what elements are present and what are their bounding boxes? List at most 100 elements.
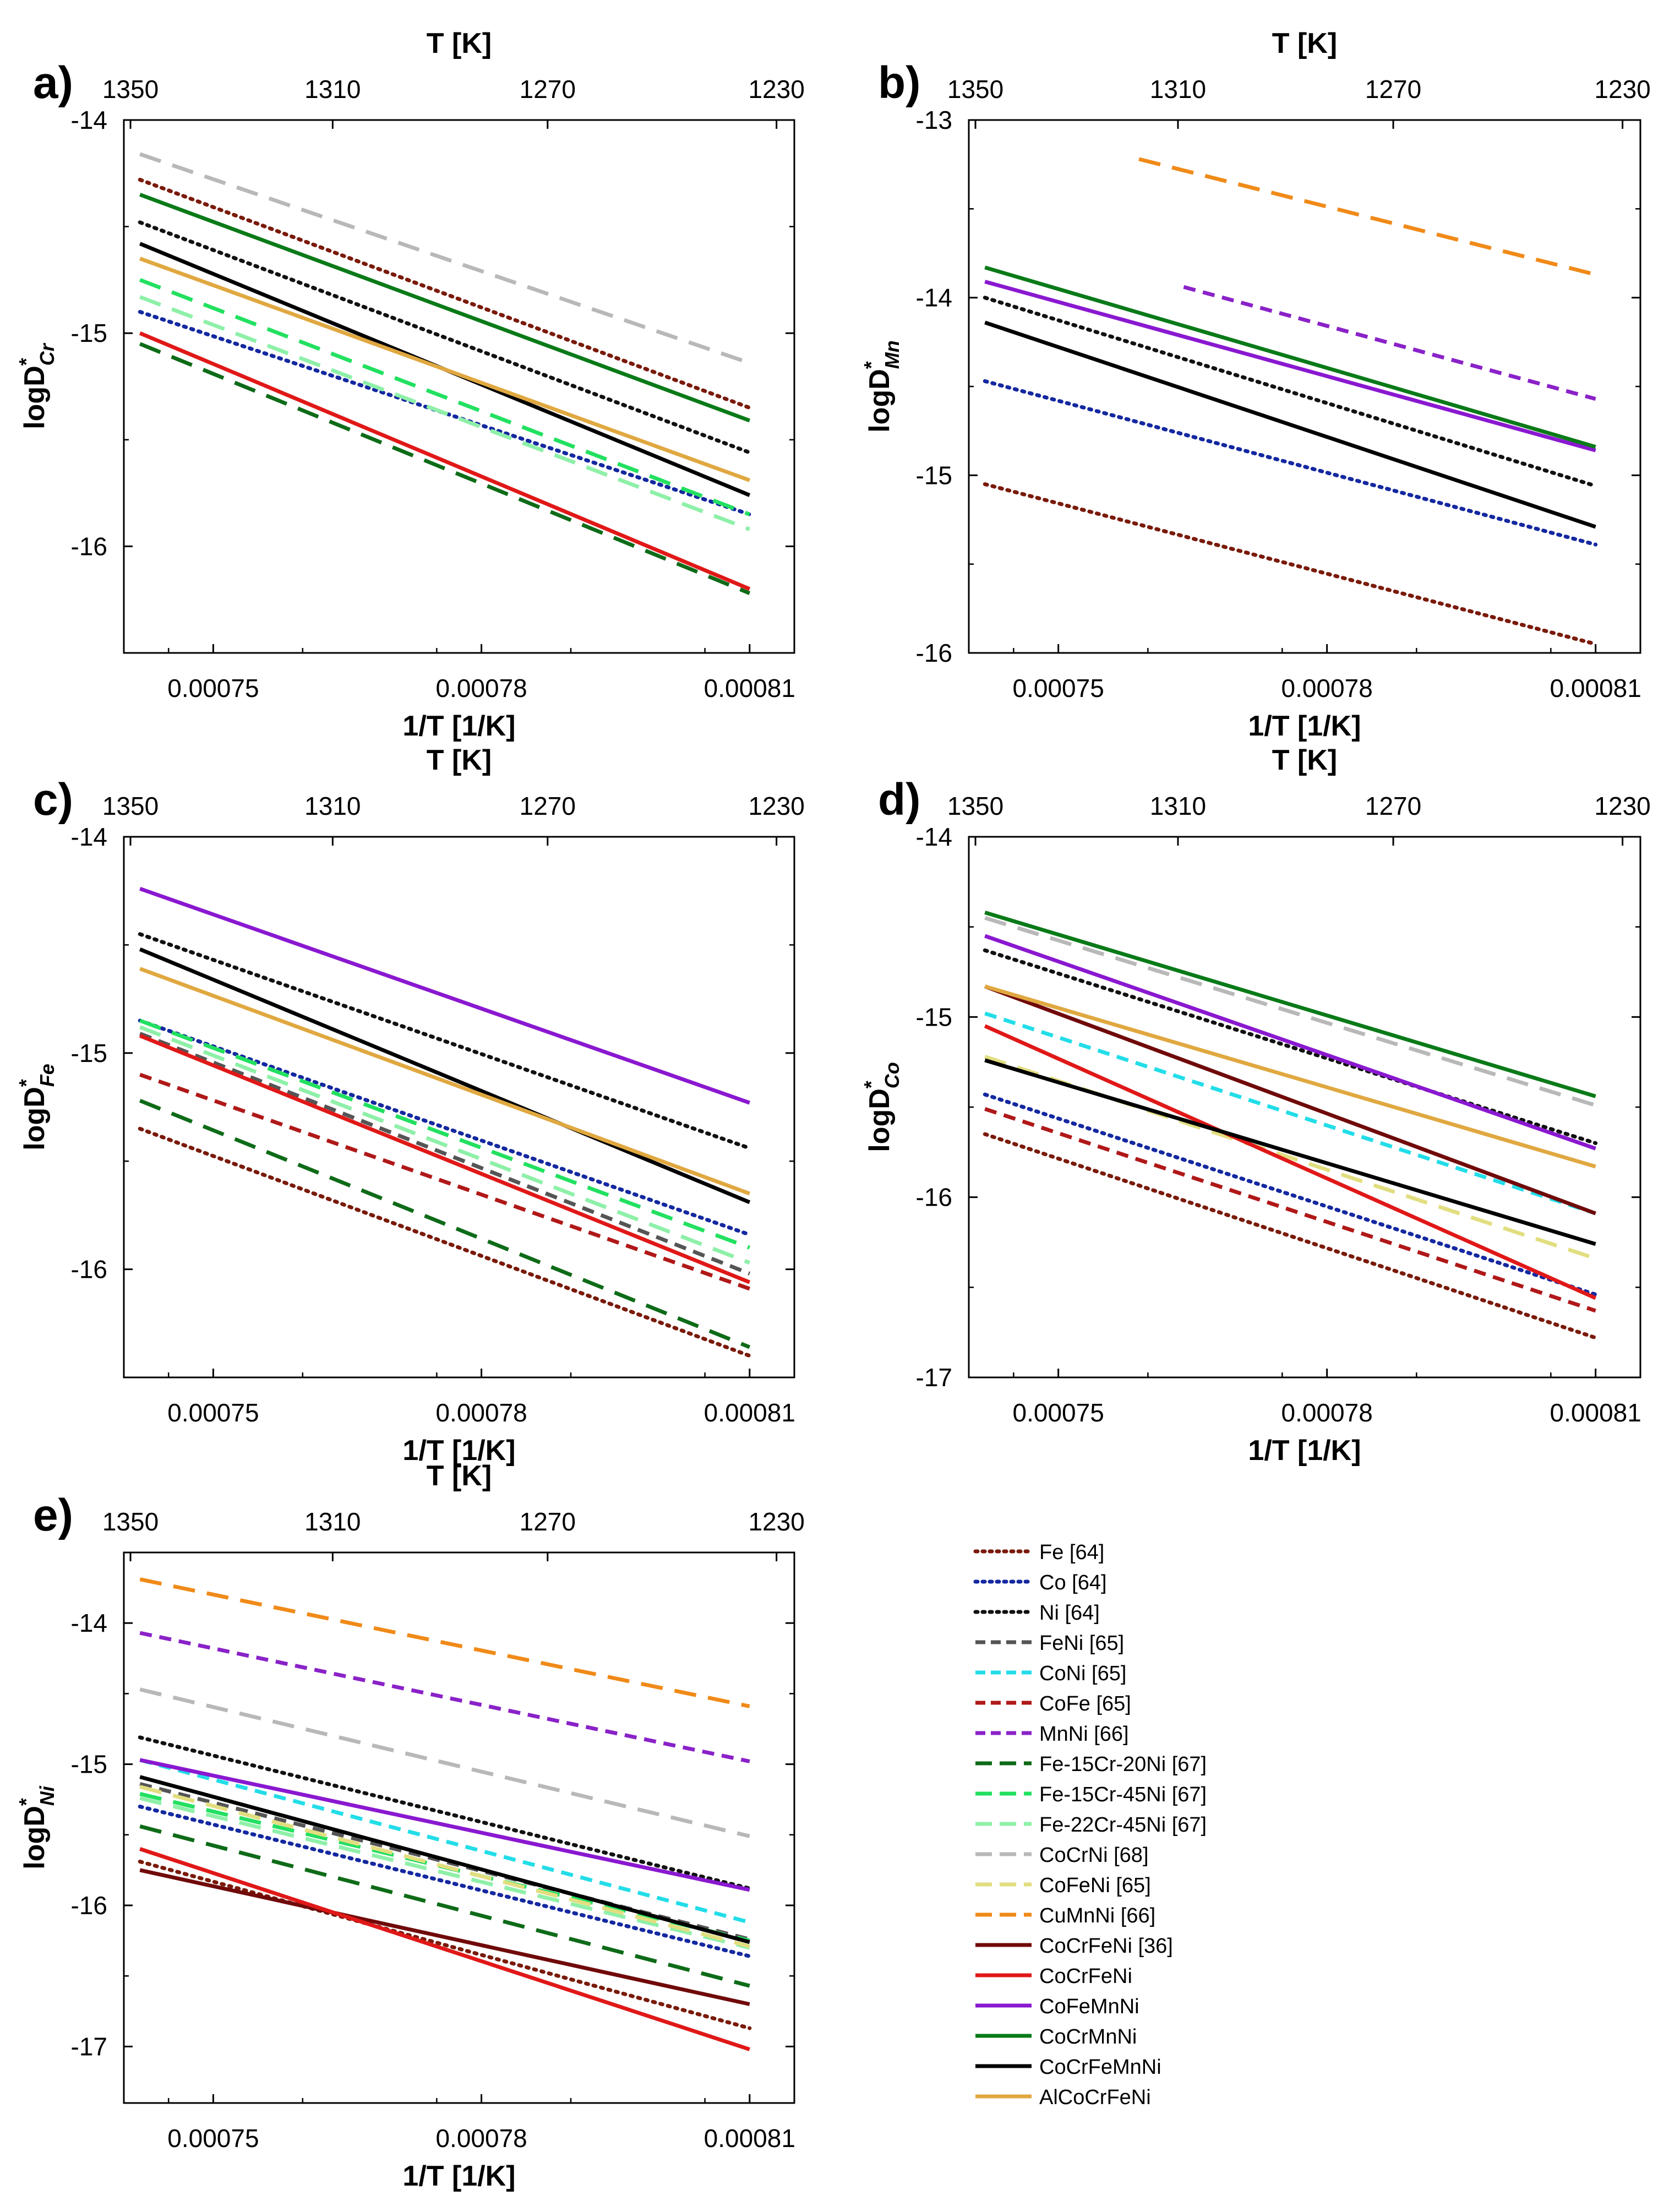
panel-co-line-fe-64 <box>983 1132 1598 1340</box>
panel-cr-ytick-label: -16 <box>71 532 107 560</box>
legend-item-fe-22cr-45ni-67: Fe-22Cr-45Ni [67] <box>975 1813 1207 1837</box>
panel-fe-xtick-label: 0.00078 <box>435 1398 527 1427</box>
panel-ni-ylabel-sub: Ni <box>36 1785 58 1806</box>
panel-cr-ttick-label: 1270 <box>520 75 576 103</box>
panel-mn-line-ni-64 <box>983 296 1598 488</box>
panel-fe-line-feni-65 <box>139 1032 751 1276</box>
panel-ni-ttick-label: 1310 <box>304 1507 361 1536</box>
legend-label: CoFeNi [65] <box>1039 1874 1151 1897</box>
panel-ni-line-fe-22cr-45ni-67 <box>139 1796 750 1950</box>
panel-co: 0.00075 0.00078 0.00081 1350 1310 1270 1230 -14… <box>860 744 1651 1467</box>
legend-label: CoCrNi [68] <box>1039 1844 1149 1867</box>
legend-label: Ni [64] <box>1039 1601 1100 1625</box>
panel-cr-series <box>138 152 752 595</box>
panel-co-line-ni-64 <box>983 948 1598 1145</box>
legend: Fe [64] Co [64] Ni [64] FeNi [65] CoNi [65] C… <box>973 1541 1207 2109</box>
panel-ni-ytick-label: -16 <box>71 1891 107 1920</box>
panel-ni-frame <box>123 1551 795 2104</box>
panel-fe-ytick-label: -15 <box>71 1039 107 1067</box>
panel-cr-line-fe-15cr-20ni-67 <box>139 342 751 595</box>
panel-cr-line-fe-22cr-45ni-67 <box>139 295 751 531</box>
legend-label: AlCoCrFeNi <box>1039 2086 1151 2109</box>
panel-fe-ttick-label: 1270 <box>520 792 576 820</box>
panel-mn-ytick-label: -15 <box>916 461 952 489</box>
panel-co-top-xlabel: T [K] <box>1272 744 1337 776</box>
panel-cr-line-fe-15cr-45ni-67 <box>139 278 751 516</box>
panel-fe-xlabel: 1/T [1/K] <box>402 1435 515 1467</box>
legend-label: CuMnNi [66] <box>1039 1904 1155 1927</box>
panel-mn-top-xlabel: T [K] <box>1272 28 1337 59</box>
panel-fe-letter: c) <box>33 775 73 825</box>
legend-item-cocrni-68: CoCrNi [68] <box>975 1844 1149 1867</box>
panel-cr-ytick-label: -14 <box>71 106 107 134</box>
panel-fe-line-co-64 <box>138 1018 752 1237</box>
panel-mn-ytick-label: -14 <box>916 284 952 312</box>
panel-cr-xlabel: 1/T [1/K] <box>402 710 515 742</box>
panel-co-ytick-label: -14 <box>916 822 952 851</box>
panel-ni-top-xlabel: T [K] <box>427 1460 492 1492</box>
panel-co-ylabel-base: logD <box>864 1088 896 1152</box>
panel-cr-line-cocrfeni <box>139 331 751 591</box>
panel-fe-line-fe-64 <box>138 1126 752 1358</box>
panel-co-xtick-label: 0.00081 <box>1550 1398 1641 1427</box>
panel-cr-line-ni-64 <box>138 220 752 455</box>
legend-label: FeNi [65] <box>1039 1632 1124 1655</box>
panel-cr-line-fe-64 <box>138 177 752 410</box>
panel-fe-line-ni-64 <box>138 932 752 1151</box>
panel-mn-line-fe-64 <box>983 482 1598 646</box>
legend-item-alcocrfeni: AlCoCrFeNi <box>975 2086 1151 2109</box>
panel-mn-ttick-label: 1230 <box>1594 75 1650 103</box>
panel-fe-line-cocrfemnni <box>139 947 751 1205</box>
panel-co-ylabel-sup: * <box>860 1081 882 1088</box>
panel-co-line-cocrfeni <box>984 1024 1597 1300</box>
panel-fe-ytick-label: -14 <box>71 822 107 851</box>
panel-fe-frame <box>123 836 795 1379</box>
panel-co-xtick-label: 0.00075 <box>1013 1398 1104 1427</box>
panel-mn-ylabel-sup: * <box>860 361 882 369</box>
panel-ni-ylabel-sup: * <box>15 1798 37 1806</box>
legend-label: CoCrFeNi <box>1039 1965 1132 1988</box>
panel-fe-line-fe-15cr-20ni-67 <box>139 1098 751 1349</box>
panel-co-line-cocrmnni <box>984 911 1596 1098</box>
panel-mn-xtick-label: 0.00075 <box>1013 674 1104 702</box>
panel-co-line-cofe-65 <box>984 1107 1596 1313</box>
legend-item-fe-15cr-20ni-67: Fe-15Cr-20Ni [67] <box>975 1753 1207 1776</box>
panel-mn: 0.00075 0.00078 0.00081 1350 1310 1270 1230 -13… <box>860 28 1651 742</box>
panel-mn-line-cumnni-66 <box>1138 157 1596 277</box>
panel-fe-ylabel-sub: Fe <box>36 1064 58 1087</box>
legend-item-ni-64: Ni [64] <box>973 1601 1100 1625</box>
panel-mn-ytick-label: -16 <box>916 639 952 667</box>
legend-label: Fe-15Cr-45Ni [67] <box>1039 1783 1207 1806</box>
panel-fe-line-cocrfeni <box>139 1034 751 1284</box>
panel-co-ttick-label: 1350 <box>947 792 1003 820</box>
panel-fe-line-fe-15cr-45ni-67 <box>139 1018 751 1250</box>
panel-ni-xtick-label: 0.00078 <box>435 2124 527 2153</box>
panel-co-line-alcocrfeni <box>984 984 1596 1169</box>
panel-fe-ytick-label: -16 <box>71 1255 107 1284</box>
panel-cr-ttick-label: 1230 <box>748 75 804 103</box>
legend-label: MnNi [66] <box>1039 1723 1129 1746</box>
panel-cr-ylabel-base: logD <box>19 366 51 429</box>
panel-co-series <box>983 911 1598 1340</box>
panel-mn-ytick-label: -13 <box>916 106 952 134</box>
panel-co-ylabel: logD*Co <box>860 1062 903 1152</box>
panel-cr-line-cocrni-68 <box>139 152 750 365</box>
legend-item-cofeni-65: CoFeNi [65] <box>975 1874 1151 1897</box>
panel-mn-ylabel-sub: Mn <box>881 340 903 369</box>
panel-co-line-cocrfemnni <box>984 1058 1596 1246</box>
panel-fe-ylabel-base: logD <box>19 1087 51 1151</box>
panel-mn-ylabel: logD*Mn <box>860 340 903 433</box>
panel-fe-line-cofemnni <box>139 886 750 1105</box>
legend-label: Fe-15Cr-20Ni [67] <box>1039 1753 1207 1776</box>
panel-fe-ttick-label: 1310 <box>304 792 361 820</box>
panel-cr-top-xlabel: T [K] <box>427 28 492 59</box>
legend-item-cocrfeni-36: CoCrFeNi [36] <box>975 1935 1173 1958</box>
panel-co-xlabel: 1/T [1/K] <box>1248 1435 1361 1467</box>
legend-item-co-64: Co [64] <box>973 1571 1107 1594</box>
panel-mn-series <box>983 157 1598 646</box>
panel-fe: 0.00075 0.00078 0.00081 1350 1310 1270 1230 -14… <box>15 744 805 1467</box>
panel-cr-xtick-label: 0.00075 <box>167 674 259 702</box>
panel-co-ttick-label: 1230 <box>1594 792 1650 820</box>
panel-fe-top-xlabel: T [K] <box>427 744 492 776</box>
